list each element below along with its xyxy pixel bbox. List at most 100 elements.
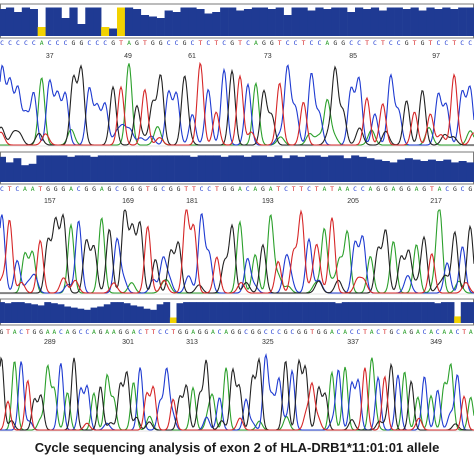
quality-bar xyxy=(59,155,68,182)
quality-bar xyxy=(427,159,436,182)
base-position-label: 37 xyxy=(46,53,54,60)
base-call: G xyxy=(204,328,208,336)
quality-bar xyxy=(85,7,94,36)
quality-bar xyxy=(427,302,435,323)
quality-bar xyxy=(454,316,462,323)
base-call: G xyxy=(46,185,50,193)
quality-bar xyxy=(143,155,152,182)
quality-bar xyxy=(0,156,6,182)
base-call: A xyxy=(105,328,109,336)
quality-bar xyxy=(156,304,164,323)
quality-bar xyxy=(368,302,376,323)
quality-bar xyxy=(229,302,237,323)
figure-caption: Cycle sequencing analysis of exon 2 of H… xyxy=(34,440,440,455)
base-call: T xyxy=(302,39,306,47)
quality-bar xyxy=(174,155,183,182)
base-call: G xyxy=(317,328,321,336)
base-position-label: 157 xyxy=(44,198,56,205)
trace-G xyxy=(0,209,474,294)
base-call: T xyxy=(429,39,433,47)
base-call: C xyxy=(456,328,460,336)
quality-bar xyxy=(183,302,191,323)
base-call: G xyxy=(79,39,83,47)
quality-bar xyxy=(222,302,230,323)
quality-bar xyxy=(388,302,395,323)
quality-bar xyxy=(283,15,292,36)
quality-bar xyxy=(434,303,442,323)
base-call: G xyxy=(131,185,135,193)
base-call: T xyxy=(430,185,434,193)
base-call: T xyxy=(383,328,387,336)
trace-T xyxy=(0,367,474,431)
quality-bar xyxy=(93,7,102,36)
quality-bar xyxy=(209,302,217,323)
quality-bar xyxy=(404,158,413,182)
base-position-label: 193 xyxy=(262,198,274,205)
quality-bar xyxy=(189,302,197,323)
base-call: A xyxy=(211,328,215,336)
base-call: C xyxy=(286,39,290,47)
quality-bar xyxy=(204,13,213,36)
quality-bar xyxy=(275,7,284,36)
base-call: C xyxy=(200,185,204,193)
quality-bar xyxy=(295,302,303,323)
base-call: C xyxy=(56,39,60,47)
quality-bar xyxy=(381,302,389,323)
quality-bar xyxy=(189,156,198,182)
quality-bar xyxy=(328,155,337,182)
base-call: A xyxy=(254,39,258,47)
quality-bar xyxy=(11,302,19,323)
base-call: G xyxy=(453,185,457,193)
base-call: C xyxy=(218,328,222,336)
quality-bar xyxy=(97,155,106,182)
base-call: T xyxy=(146,185,150,193)
base-call: G xyxy=(422,185,426,193)
quality-bar xyxy=(196,302,204,323)
quality-bar xyxy=(251,7,261,36)
base-call: T xyxy=(299,185,303,193)
quality-bar xyxy=(236,302,243,323)
base-position-label: 61 xyxy=(188,53,196,60)
base-call: G xyxy=(230,185,234,193)
quality-bar xyxy=(188,7,197,36)
quality-bar xyxy=(130,305,138,323)
base-call: C xyxy=(436,328,440,336)
quality-bar xyxy=(443,159,452,182)
base-call: C xyxy=(8,39,12,47)
quality-bar xyxy=(389,162,398,182)
base-call: G xyxy=(185,328,189,336)
base-call: A xyxy=(52,328,56,336)
base-position-label: 73 xyxy=(264,53,272,60)
base-call: C xyxy=(284,185,288,193)
base-call: A xyxy=(46,328,50,336)
base-call: A xyxy=(345,185,349,193)
quality-bar xyxy=(447,302,455,323)
base-call: A xyxy=(253,185,257,193)
base-call: C xyxy=(444,39,448,47)
base-call: C xyxy=(373,39,377,47)
base-call: C xyxy=(461,185,465,193)
base-call: C xyxy=(16,39,20,47)
base-call: G xyxy=(177,185,181,193)
quality-bar xyxy=(394,7,403,36)
base-call: G xyxy=(0,328,3,336)
base-call: G xyxy=(341,39,345,47)
quality-bar xyxy=(148,16,157,36)
base-call: C xyxy=(376,328,380,336)
base-call: T xyxy=(413,39,417,47)
base-call: C xyxy=(85,328,89,336)
base-call: T xyxy=(143,39,147,47)
base-call: G xyxy=(84,185,88,193)
base-call: C xyxy=(277,328,281,336)
quality-bar xyxy=(103,304,111,323)
quality-bar xyxy=(105,155,114,182)
base-call: G xyxy=(111,39,115,47)
quality-bar xyxy=(331,7,340,36)
quality-bar xyxy=(347,12,356,36)
base-call: C xyxy=(445,185,449,193)
base-call: G xyxy=(333,39,337,47)
base-call: C xyxy=(307,185,311,193)
quality-bar xyxy=(302,302,310,323)
quality-bar xyxy=(262,302,270,323)
